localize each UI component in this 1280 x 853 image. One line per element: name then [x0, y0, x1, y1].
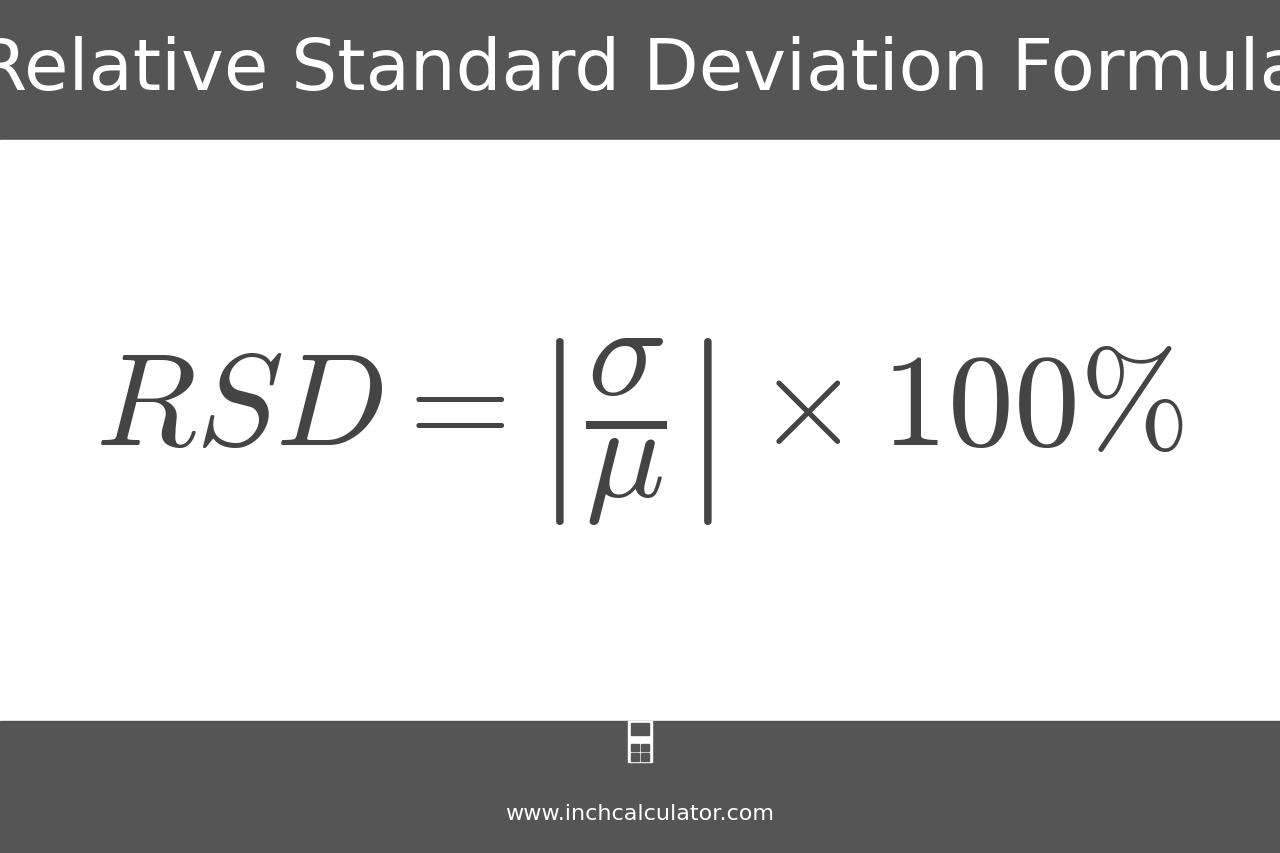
Bar [641, 744, 649, 751]
Bar [631, 744, 639, 751]
Bar [631, 723, 649, 735]
Text: Relative Standard Deviation Formula: Relative Standard Deviation Formula [0, 36, 1280, 105]
Text: $\mathit{RSD} = \left|\dfrac{\sigma}{\mu}\right| \times 100\%$: $\mathit{RSD} = \left|\dfrac{\sigma}{\mu… [96, 335, 1184, 526]
Bar [641, 753, 649, 761]
Text: www.inchcalculator.com: www.inchcalculator.com [506, 804, 774, 823]
Bar [628, 722, 652, 763]
Bar [0, 141, 1280, 721]
Bar [0, 0, 1280, 141]
Bar [631, 753, 639, 761]
Bar [0, 721, 1280, 853]
